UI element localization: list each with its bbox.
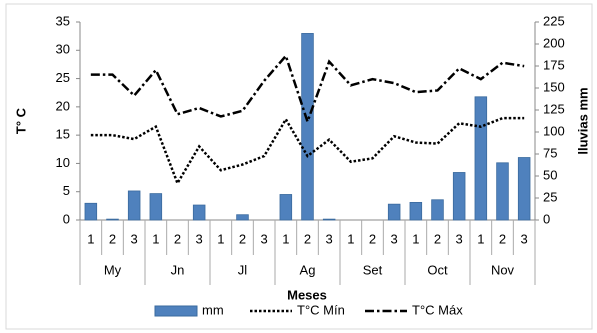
bar	[387, 203, 401, 221]
bar	[106, 218, 119, 221]
group-label: Oct	[427, 262, 448, 277]
bar	[279, 194, 293, 221]
x-tick-label: 3	[391, 231, 398, 246]
bar	[149, 193, 163, 221]
bar	[496, 162, 509, 221]
y2-axis-label: lluvias mm	[575, 87, 590, 154]
line	[90, 53, 525, 126]
x-tick-label: 1	[477, 231, 484, 246]
legend-swatch	[154, 305, 198, 317]
x-tick-label: 1	[217, 231, 224, 246]
y2-tick-label: 100	[543, 123, 565, 138]
group-label: Jn	[171, 262, 185, 277]
y2-tick-label: 25	[543, 189, 557, 204]
group-label: Set	[363, 262, 383, 277]
x-tick-label: 3	[261, 231, 268, 246]
frame	[5, 3, 593, 330]
x-tick-label: 3	[196, 231, 203, 246]
x-tick-label: 1	[347, 231, 354, 246]
y2-tick-label: 0	[543, 211, 550, 226]
legend-label: T°C Mín	[297, 302, 345, 317]
group-label: Nov	[491, 262, 515, 277]
bar	[431, 199, 444, 221]
bar	[322, 218, 336, 221]
y-axis-label: T° C	[13, 107, 28, 134]
y2-tick-label: 150	[543, 79, 565, 94]
y2-tick-label: 75	[543, 145, 557, 160]
bar	[474, 96, 488, 221]
x-tick-label: 2	[304, 231, 311, 246]
y2-tick-label: 175	[543, 57, 565, 72]
y-tick-label: 0	[63, 211, 70, 226]
x-tick-label: 3	[131, 231, 138, 246]
x-tick-label: 1	[412, 231, 419, 246]
x-tick-label: 2	[499, 231, 506, 246]
y2-tick-label: 125	[543, 101, 565, 116]
bar	[301, 33, 314, 221]
x-tick-label: 2	[109, 231, 116, 246]
group-label: My	[104, 262, 122, 277]
x-tick-label: 1	[152, 231, 159, 246]
x-tick-label: 2	[174, 231, 181, 246]
bar	[84, 202, 98, 221]
x-axis-label: Meses	[287, 287, 327, 302]
x-tick-label: 1	[282, 231, 289, 246]
x-tick-label: 3	[456, 231, 463, 246]
x-tick-label: 2	[369, 231, 376, 246]
bar	[236, 214, 249, 221]
legend-label: T°C Máx	[412, 302, 463, 317]
y-tick-label: 30	[56, 42, 70, 57]
y2-tick-label: 50	[543, 167, 557, 182]
y-tick-label: 15	[56, 127, 70, 142]
bar	[192, 204, 206, 221]
bar	[409, 201, 423, 221]
y-tick-label: 5	[63, 183, 70, 198]
line	[90, 116, 525, 187]
bar	[127, 190, 141, 221]
y-tick-label: 35	[56, 13, 70, 28]
bar	[452, 172, 466, 221]
y-tick-label: 20	[56, 98, 70, 113]
group-label: Ag	[300, 262, 316, 277]
bar	[517, 157, 531, 221]
y2-tick-label: 225	[543, 13, 565, 28]
x-tick-label: 2	[239, 231, 246, 246]
group-label: Jl	[238, 262, 248, 277]
x-tick-label: 2	[434, 231, 441, 246]
y-tick-label: 25	[56, 70, 70, 85]
y-tick-label: 10	[56, 155, 70, 170]
y2-tick-label: 200	[543, 35, 565, 50]
x-tick-label: 3	[326, 231, 333, 246]
x-tick-label: 3	[521, 231, 528, 246]
x-tick-label: 1	[87, 231, 94, 246]
legend-label: mm	[202, 302, 224, 317]
